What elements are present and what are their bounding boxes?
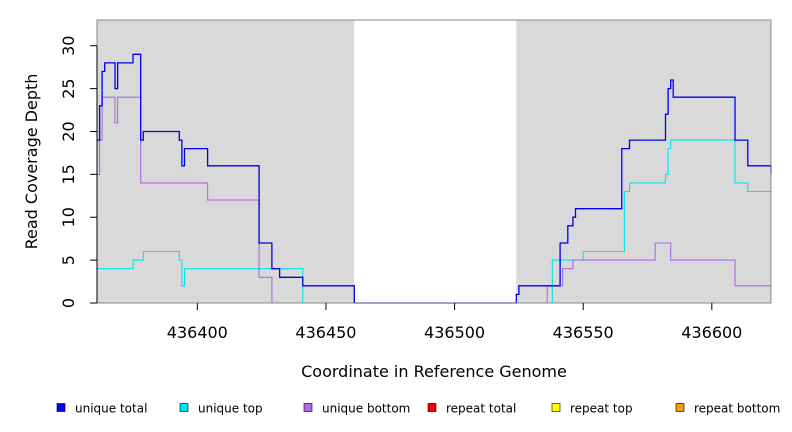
- legend-swatch-repeat-bottom: [675, 403, 685, 412]
- legend-swatch-unique-top: [179, 403, 189, 412]
- x-tick-label: 436400: [167, 323, 228, 342]
- legend-label-repeat-bottom: repeat bottom: [694, 402, 780, 416]
- series-line-unique-bottom: [97, 96, 771, 304]
- legend-label-unique-top: unique top: [198, 402, 263, 416]
- legend-label-repeat-top: repeat top: [570, 402, 633, 416]
- y-tick-label: 0: [59, 298, 78, 308]
- y-axis: 0 5 10 15 20 25 30: [59, 36, 98, 308]
- legend: unique total unique top unique bottom repea…: [56, 402, 780, 416]
- x-axis-title: Coordinate in Reference Genome: [301, 362, 567, 381]
- legend-swatch-repeat-top: [551, 403, 561, 412]
- y-tick-label: 5: [59, 255, 78, 265]
- shaded-regions: [97, 20, 771, 303]
- legend-label-repeat-total: repeat total: [446, 402, 516, 416]
- x-axis: 436400 436450 436500 436550 436600: [167, 303, 742, 342]
- y-tick-label: 10: [59, 207, 78, 227]
- x-tick-label: 436450: [295, 323, 356, 342]
- legend-swatch-unique-total: [56, 403, 66, 412]
- x-tick-label: 436500: [424, 323, 485, 342]
- legend-label-unique-total: unique total: [75, 402, 147, 416]
- x-tick-label: 436550: [553, 323, 614, 342]
- shaded-region-2: [516, 20, 771, 303]
- y-tick-label: 15: [59, 164, 78, 184]
- legend-swatch-unique-bottom: [303, 403, 313, 412]
- y-tick-label: 25: [59, 78, 78, 98]
- y-tick-label: 30: [59, 36, 78, 56]
- x-tick-label: 436600: [681, 323, 742, 342]
- y-tick-label: 20: [59, 121, 78, 141]
- y-axis-title: Read Coverage Depth: [22, 74, 41, 250]
- legend-swatch-repeat-total: [427, 403, 437, 412]
- shaded-region-1: [97, 20, 355, 303]
- series-line-unique-total: [97, 53, 772, 304]
- legend-label-unique-bottom: unique bottom: [322, 402, 410, 416]
